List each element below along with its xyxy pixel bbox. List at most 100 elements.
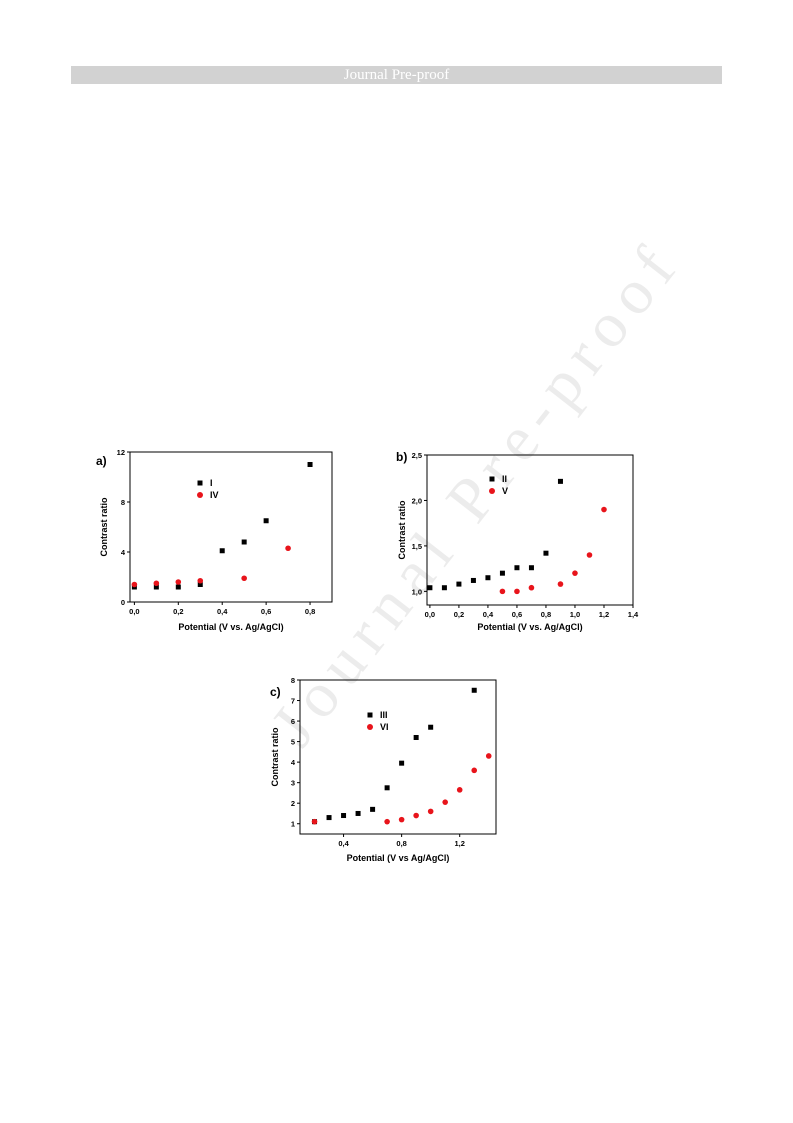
data-point-circle [557,581,564,587]
y-tick-label: 0 [121,598,125,607]
y-tick-label: 8 [291,676,295,685]
data-point-square [471,687,477,693]
data-point-circle [285,545,291,552]
data-point-square [355,810,361,816]
x-tick-label: 0,6 [261,607,271,616]
data-point-circle [175,579,182,585]
y-axis-title: Contrast ratio [397,500,407,560]
chart-panel-b: b) 0,0 0,2 0,4 0,6 0,8 1,0 1,2 1,4 1,0 1,5 2,0 2,5 P… [393,446,648,636]
legend-label: VI [380,722,389,732]
data-point-square [427,585,433,591]
legend-label: III [380,710,388,720]
legend-marker-square [367,712,373,718]
data-point-square [197,582,203,587]
data-point-circle [384,818,390,825]
data-point-circle [601,506,607,513]
data-point-square [341,813,347,819]
y-tick-label: 2,5 [412,451,422,460]
x-tick-label: 0,0 [129,607,139,616]
data-point-square [413,734,419,740]
x-tick-label: 1,2 [599,610,609,619]
y-tick-label: 2 [291,799,295,808]
legend-label: V [502,486,508,496]
data-point-square [263,518,269,524]
data-point-circle [514,588,520,595]
data-point-square [499,570,505,576]
data-point-circle [586,552,593,558]
legend-label: II [502,474,507,484]
data-point-square [557,478,563,484]
y-tick-label: 12 [117,448,125,457]
data-point-circle [442,799,448,805]
data-point-circle [311,818,318,825]
y-tick-label: 4 [121,548,126,557]
data-point-square [370,806,376,812]
x-tick-label: 0,2 [454,610,464,619]
data-point-circle [485,753,492,759]
x-tick-label: 1,2 [454,839,464,848]
y-tick-label: 4 [291,758,296,767]
x-axis-title: Potential (V vs Ag/AgCl) [347,853,450,863]
data-point-square [175,584,181,590]
x-tick-label: 1,0 [570,610,580,619]
y-tick-label: 1,0 [412,587,422,596]
x-tick-label: 0,0 [425,610,435,619]
panel-label: b) [396,450,408,464]
data-point-square [441,585,447,591]
data-point-circle [572,570,578,576]
data-point-square [241,539,247,545]
plot-frame [299,679,497,835]
y-axis-title: Contrast ratio [270,727,280,787]
data-point-circle [197,577,204,584]
data-point-circle [427,808,434,815]
data-point-square [485,575,491,581]
data-point-circle [456,787,463,793]
data-point-square [428,724,434,730]
y-tick-label: 1,5 [412,542,422,551]
x-tick-label: 0,4 [217,607,228,616]
x-tick-label: 0,8 [396,839,406,848]
legend-marker-circle [197,492,203,498]
chart-a-svg: 0,0 0,2 0,4 0,6 0,8 0 4 8 12 Potential (V vs. Ag/… [99,448,333,632]
y-tick-label: 2,0 [412,496,422,505]
data-point-square [326,815,332,821]
journal-header-bar: Journal Pre-proof [71,66,722,84]
data-point-circle [413,812,419,819]
data-point-square [399,760,405,766]
x-tick-label: 0,4 [483,610,494,619]
data-point-circle [398,816,405,823]
data-point-circle [528,584,535,591]
y-tick-label: 3 [291,779,295,788]
y-tick-label: 5 [291,738,295,747]
y-tick-label: 1 [291,820,295,829]
x-tick-label: 0,2 [173,607,183,616]
legend-marker-square [489,476,495,482]
legend-label: I [210,478,213,488]
panel-label: a) [96,454,107,468]
data-point-square [384,785,390,791]
legend-label: IV [210,490,219,500]
y-tick-label: 6 [291,717,295,726]
plot-frame [426,454,634,606]
journal-header-title: Journal Pre-proof [343,67,450,83]
data-point-square [307,462,313,467]
x-axis-title: Potential (V vs. Ag/AgCl) [477,622,582,632]
data-point-circle [471,767,478,774]
plot-frame [129,451,333,603]
x-tick-label: 0,6 [512,610,522,619]
data-point-circle [153,580,160,587]
x-tick-label: 0,8 [305,607,315,616]
panel-label: c) [270,685,281,699]
data-point-circle [131,581,138,588]
legend-marker-square [197,480,203,486]
data-point-square [514,565,520,571]
data-point-circle [499,588,506,595]
data-point-square [528,565,534,571]
y-axis-title: Contrast ratio [99,497,109,557]
data-point-square [456,581,462,587]
data-point-circle [241,575,247,582]
legend-marker-circle [489,488,495,494]
chart-c-svg: 0,4 0,8 1,2 1 2 3 4 5 6 7 8 Potential (V vs Ag/AgCl… [270,676,497,863]
x-axis-title: Potential (V vs. Ag/AgCl) [178,622,283,632]
chart-b-svg: 0,0 0,2 0,4 0,6 0,8 1,0 1,2 1,4 1,0 1,5 2,0 2,5 Pote… [397,451,639,632]
